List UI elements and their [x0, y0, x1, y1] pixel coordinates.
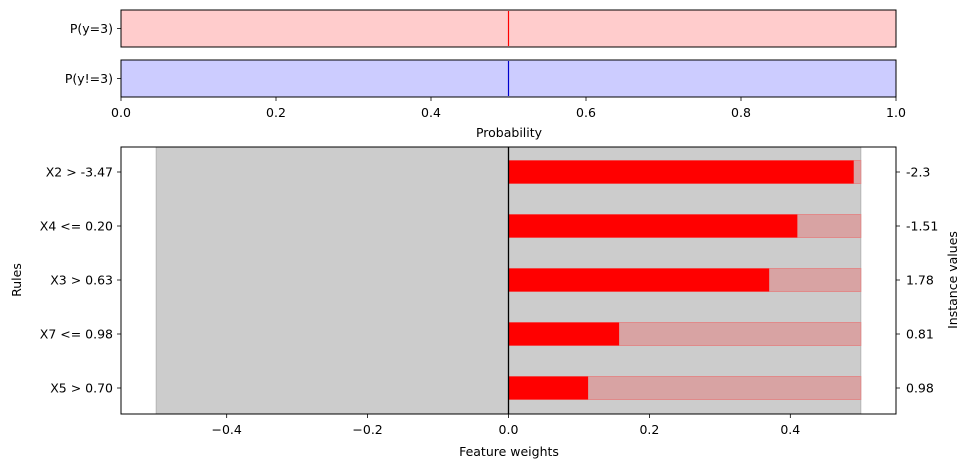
probability-tick-label: 0.8 [731, 105, 751, 120]
instance-value-label: 1.78 [906, 273, 934, 288]
weight-bar [508, 268, 770, 292]
probability-tick-label: 0.2 [266, 105, 286, 120]
probability-category-label: P(y!=3) [65, 71, 113, 86]
rule-label: X4 <= 0.20 [40, 219, 113, 234]
rule-label: X5 > 0.70 [50, 381, 113, 396]
instance-values-axis-label: Instance values [945, 231, 960, 329]
weight-bar [508, 376, 589, 400]
probability-tick-label: 0.6 [576, 105, 596, 120]
feature-weights-axis-label: Feature weights [459, 444, 559, 459]
instance-value-label: 0.81 [906, 327, 934, 342]
rule-label: X3 > 0.63 [50, 273, 113, 288]
instance-value-label: 0.98 [906, 381, 934, 396]
instance-value-label: -2.3 [906, 165, 930, 180]
probability-category-label: P(y=3) [70, 21, 113, 36]
rule-label: X7 <= 0.98 [40, 327, 113, 342]
weight-tick-label: 0.0 [499, 422, 519, 437]
weight-bar [508, 322, 620, 346]
rules-axis-label: Rules [9, 263, 24, 297]
weight-tick-label: 0.2 [639, 422, 659, 437]
probability-tick-label: 0.4 [421, 105, 441, 120]
probability-axis-label: Probability [476, 125, 543, 140]
rule-label: X2 > -3.47 [46, 165, 113, 180]
feature-weights-panel: X2 > -3.47 -2.3 X4 <= 0.20 -1.51 X3 > 0.63 1.… [40, 146, 938, 437]
probability-panel: P(y=3) P(y!=3) 0.0 0.2 0.4 0.6 0.8 1.0 [65, 9, 906, 120]
probability-tick-label: 0.0 [111, 105, 131, 120]
weight-bar [508, 160, 854, 184]
weight-tick-label: 0.4 [780, 422, 800, 437]
weight-tick-label: −0.4 [212, 422, 242, 437]
weight-bar [508, 214, 798, 238]
weight-tick-label: −0.2 [352, 422, 382, 437]
probability-tick-label: 1.0 [886, 105, 906, 120]
instance-value-label: -1.51 [906, 219, 938, 234]
